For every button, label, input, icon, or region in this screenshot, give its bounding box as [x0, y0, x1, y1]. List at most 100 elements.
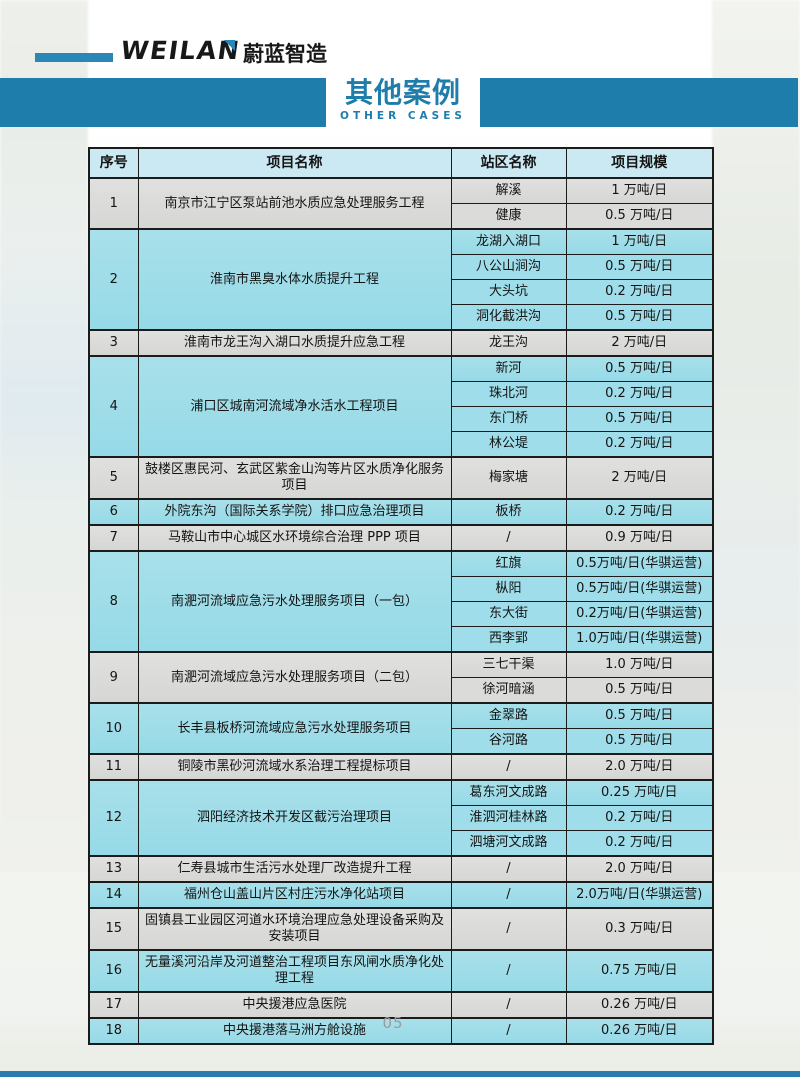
- scale-cell: 0.75 万吨/日: [565, 949, 714, 993]
- serial-cell: 7: [88, 524, 139, 552]
- cases-table: 序号 项目名称 站区名称 项目规模 1 南京市江宁区泵站前池水质应急处理服务工程 解溪 1 …: [88, 147, 714, 1045]
- scale-cell: 2.0 万吨/日: [565, 855, 714, 883]
- page-subtitle: OTHER CASES: [340, 110, 466, 122]
- table-row: 17 中央援港应急医院/0.26 万吨/日: [88, 991, 714, 1019]
- station-cell: /: [450, 949, 567, 993]
- project-cell: 中央援港应急医院: [137, 991, 452, 1019]
- table-row: 珠北河 0.2 万吨/日: [89, 381, 714, 407]
- page-title: 其他案例: [344, 76, 461, 109]
- background-photo-left: [0, 0, 88, 872]
- table-row: 12 泗阳经济技术开发区截污治理项目 葛东河文成路 0.25 万吨/日: [88, 779, 714, 857]
- station-cell: /: [450, 753, 567, 781]
- table-row: 东门桥 0.5 万吨/日: [89, 406, 714, 432]
- scale-cell: 0.26 万吨/日: [565, 991, 714, 1019]
- serial-cell: 1: [88, 177, 139, 230]
- station-cell: 红旗: [450, 550, 567, 577]
- scale-cell: 2.0万吨/日(华骐运营): [565, 881, 714, 909]
- banner-bar-right: [480, 78, 798, 127]
- station-cell: 珠北河: [450, 381, 567, 407]
- station-cell: 东门桥: [450, 406, 567, 432]
- table-row: 东大街 0.2万吨/日(华骐运营): [89, 601, 714, 627]
- project-cell: 马鞍山市中心城区水环境综合治理 PPP 项目: [137, 524, 452, 552]
- scale-cell: 1 万吨/日: [565, 228, 714, 255]
- table-row: 谷河路 0.5 万吨/日: [89, 728, 714, 755]
- project-cell: 仁寿县城市生活污水处理厂改造提升工程: [137, 855, 452, 883]
- scale-cell: 0.9 万吨/日: [565, 524, 714, 552]
- project-cell: 固镇县工业园区河道水环境治理应急处理设备采购及安装项目: [137, 907, 452, 951]
- project-cell: 淮南市黑臭水体水质提升工程: [137, 228, 452, 331]
- serial-cell: 4: [88, 355, 139, 458]
- scale-cell: 0.5 万吨/日: [565, 677, 714, 704]
- table-row: 大头坑 0.2 万吨/日: [89, 279, 714, 305]
- project-cell: 长丰县板桥河流域应急污水处理服务项目: [137, 702, 452, 755]
- project-cell: 浦口区城南河流域净水活水工程项目: [137, 355, 452, 458]
- table-row: 15 固镇县工业园区河道水环境治理应急处理设备采购及安装项目/0.3 万吨/日: [88, 907, 714, 951]
- project-cell: 铜陵市黑砂河流域水系治理工程提标项目: [137, 753, 452, 781]
- station-cell: /: [450, 881, 567, 909]
- project-cell: 鼓楼区惠民河、玄武区紫金山沟等片区水质净化服务项目: [137, 456, 452, 500]
- serial-cell: 17: [88, 991, 139, 1019]
- serial-cell: 14: [88, 881, 139, 909]
- table-row: 18 中央援港落马洲方舱设施/0.26 万吨/日: [88, 1017, 714, 1045]
- serial-cell: 16: [88, 949, 139, 993]
- serial-cell: 10: [88, 702, 139, 755]
- serial-cell: 18: [88, 1017, 139, 1045]
- project-cell: 泗阳经济技术开发区截污治理项目: [137, 779, 452, 857]
- scale-cell: 1 万吨/日: [565, 177, 714, 204]
- table-row: 泗塘河文成路 0.2 万吨/日: [89, 830, 714, 857]
- table-row: 5 鼓楼区惠民河、玄武区紫金山沟等片区水质净化服务项目 梅家塘 2 万吨/日: [88, 456, 714, 500]
- station-cell: 洞化截洪沟: [450, 304, 567, 331]
- serial-cell: 6: [88, 498, 139, 526]
- serial-cell: 15: [88, 907, 139, 951]
- col-header-1: 项目名称: [137, 147, 452, 179]
- station-cell: 枞阳: [450, 576, 567, 602]
- table-row: 八公山涧沟 0.5 万吨/日: [89, 254, 714, 280]
- scale-cell: 0.5 万吨/日: [565, 203, 714, 230]
- table-row: 3 淮南市龙王沟入湖口水质提升应急工程 龙王沟 2 万吨/日: [88, 329, 714, 357]
- project-cell: 南京市江宁区泵站前池水质应急处理服务工程: [137, 177, 452, 230]
- table-row: 洞化截洪沟 0.5 万吨/日: [89, 304, 714, 331]
- section-banner: 其他案例 OTHER CASES: [326, 78, 480, 127]
- station-cell: 健康: [450, 203, 567, 230]
- serial-cell: 13: [88, 855, 139, 883]
- table-header-row: 序号 项目名称 站区名称 项目规模: [88, 147, 714, 179]
- scale-cell: 0.2万吨/日(华骐运营): [565, 601, 714, 627]
- table-row: 4 浦口区城南河流域净水活水工程项目 新河 0.5 万吨/日: [88, 355, 714, 458]
- table-row: 11 铜陵市黑砂河流域水系治理工程提标项目/2.0 万吨/日: [88, 753, 714, 781]
- station-cell: /: [450, 1017, 567, 1045]
- scale-cell: 0.5 万吨/日: [565, 254, 714, 280]
- serial-cell: 9: [88, 651, 139, 704]
- scale-cell: 0.5 万吨/日: [565, 702, 714, 729]
- table-row: 淮泗河桂林路 0.2 万吨/日: [89, 805, 714, 831]
- scale-cell: 0.2 万吨/日: [565, 431, 714, 458]
- table-row: 8 南淝河流域应急污水处理服务项目（一包） 红旗 0.5万吨/日(华骐运营): [88, 550, 714, 653]
- logo-accent-bar: [35, 53, 113, 62]
- project-cell: 无量溪河沿岸及河道整治工程项目东风闸水质净化处理工程: [137, 949, 452, 993]
- station-cell: 葛东河文成路: [450, 779, 567, 806]
- project-cell: 南淝河流域应急污水处理服务项目（一包）: [137, 550, 452, 653]
- station-cell: 林公堤: [450, 431, 567, 458]
- project-cell: 淮南市龙王沟入湖口水质提升应急工程: [137, 329, 452, 357]
- table-row: 6 外院东沟（国际关系学院）排口应急治理项目 板桥 0.2 万吨/日: [88, 498, 714, 526]
- scale-cell: 0.26 万吨/日: [565, 1017, 714, 1045]
- table-row: 9 南淝河流域应急污水处理服务项目（二包） 三七干渠 1.0 万吨/日: [88, 651, 714, 704]
- brand-name-cn: 蔚蓝智造: [243, 42, 327, 66]
- page-number: 05: [382, 1014, 404, 1032]
- table-row: 西李郢 1.0万吨/日(华骐运营): [89, 626, 714, 653]
- table-row: 2 淮南市黑臭水体水质提升工程 龙湖入湖口 1 万吨/日: [88, 228, 714, 331]
- station-cell: /: [450, 524, 567, 552]
- station-cell: 徐河暗涵: [450, 677, 567, 704]
- col-header-2: 站区名称: [450, 147, 567, 179]
- table-row: 10 长丰县板桥河流域应急污水处理服务项目 金翠路 0.5 万吨/日: [88, 702, 714, 755]
- scale-cell: 0.3 万吨/日: [565, 907, 714, 951]
- station-cell: 大头坑: [450, 279, 567, 305]
- scale-cell: 0.5 万吨/日: [565, 728, 714, 755]
- banner-bar-left: [0, 78, 326, 127]
- footer-bar: [0, 1071, 800, 1077]
- table-row: 健康 0.5 万吨/日: [89, 203, 714, 230]
- station-cell: 东大街: [450, 601, 567, 627]
- brand-name: WEILAN: [118, 36, 243, 65]
- scale-cell: 1.0万吨/日(华骐运营): [565, 626, 714, 653]
- station-cell: 板桥: [450, 498, 567, 526]
- station-cell: /: [450, 855, 567, 883]
